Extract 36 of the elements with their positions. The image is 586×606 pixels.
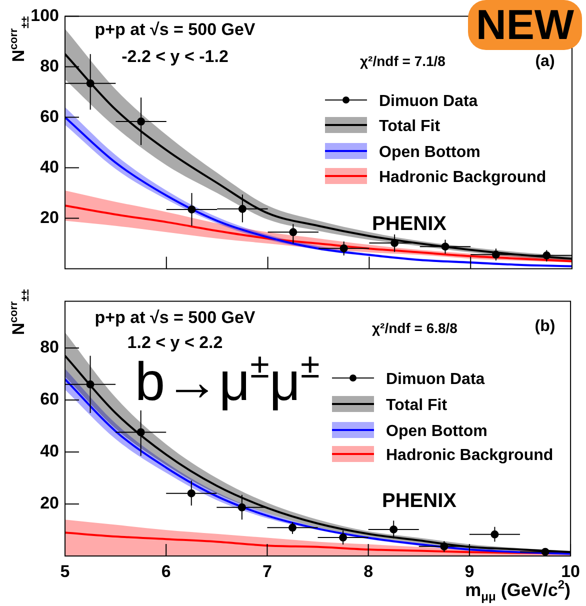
annotation: χ²/ndf = 6.8/8 xyxy=(372,320,458,336)
y-tick-label: 60 xyxy=(40,106,59,126)
y-axis-title: Ncorr±± xyxy=(8,16,32,62)
annotation: χ²/ndf = 7.1/8 xyxy=(360,53,446,69)
legend-label: Total Fit xyxy=(379,118,441,135)
annotation: PHENIX xyxy=(382,490,458,512)
x-tick-label: 8 xyxy=(364,562,374,581)
y-tick-label: 80 xyxy=(40,338,59,357)
annotation: PHENIX xyxy=(372,213,448,235)
legend-label: Open Bottom xyxy=(379,144,480,161)
legend-label: Dimuon Data xyxy=(379,93,478,110)
x-tick-label: 9 xyxy=(464,562,474,581)
legend-label: Open Bottom xyxy=(386,423,488,440)
y-tick-label: 60 xyxy=(40,390,59,409)
x-tick-label: 5 xyxy=(60,562,70,581)
annotation: NEW xyxy=(468,0,582,50)
y-tick-label: 100 xyxy=(30,6,59,25)
legend-label: Hadronic Background xyxy=(386,447,554,464)
line-series xyxy=(65,204,572,262)
annotation: -2.2 < y < -1.2 xyxy=(122,47,228,66)
annotation: p+p at √s = 500 GeV xyxy=(94,308,256,327)
annotation: (b) xyxy=(534,318,556,335)
legend-label: Hadronic Background xyxy=(379,169,546,186)
y-tick-label: 40 xyxy=(40,157,59,176)
x-tick-label: 10 xyxy=(561,562,580,581)
legend-label: Total Fit xyxy=(386,397,448,414)
x-tick-label: 6 xyxy=(161,562,171,581)
y-tick-label: 20 xyxy=(40,208,59,227)
y-tick-label: 40 xyxy=(40,442,59,461)
x-tick-label: 7 xyxy=(262,562,272,581)
annotation: p+p at √s = 500 GeV xyxy=(94,20,256,39)
legend-label: Dimuon Data xyxy=(386,371,485,388)
y-tick-label: 80 xyxy=(40,56,59,76)
annotation: (a) xyxy=(535,53,555,70)
y-axis-title: Ncorr±± xyxy=(8,289,32,335)
y-tick-label: 20 xyxy=(40,494,59,513)
